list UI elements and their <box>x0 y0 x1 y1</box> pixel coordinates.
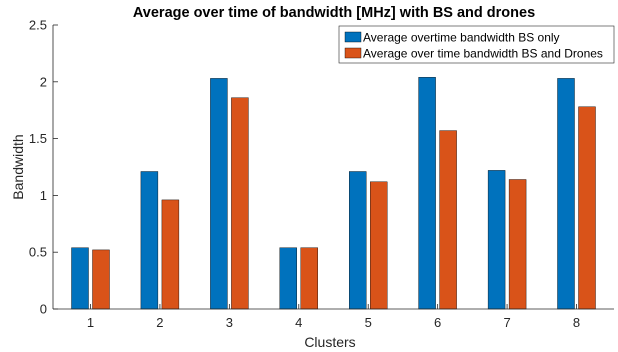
bar-series2-cluster7 <box>508 179 527 310</box>
bar-series2-cluster6 <box>439 130 457 310</box>
x-tick-label: 2 <box>156 315 163 330</box>
x-axis-label: Clusters <box>304 334 355 350</box>
x-tick-label: 3 <box>226 315 233 330</box>
y-tick-label: 0 <box>40 302 47 317</box>
axes-group <box>52 25 614 310</box>
bar-series2-cluster2 <box>161 199 180 310</box>
ticks-group: 0 0.5 1 1.5 2 2.5 1 2 3 4 5 6 7 8 <box>29 18 580 331</box>
legend-swatch-series1 <box>344 31 362 43</box>
legend-box <box>338 25 615 64</box>
bar-series1-cluster7 <box>487 170 506 310</box>
legend: Average overtime bandwidth BS only Averag… <box>338 25 615 64</box>
chart-title: Average over time of bandwidth [MHz] wit… <box>133 5 535 21</box>
y-axis-label: Bandwidth <box>10 134 26 199</box>
bar-series1-cluster1 <box>71 247 89 310</box>
x-tick-label: 7 <box>503 315 510 330</box>
x-tick-label: 8 <box>573 315 580 330</box>
x-tick-label: 4 <box>295 315 302 330</box>
y-tick-label: 1 <box>40 188 47 203</box>
x-tick-label: 6 <box>434 315 441 330</box>
bar-series2-cluster8 <box>578 106 596 310</box>
bar-series2-cluster3 <box>231 97 249 310</box>
bars-group <box>71 77 596 310</box>
bar-series2-cluster5 <box>370 181 388 310</box>
bar-series1-cluster8 <box>557 78 575 310</box>
bar-series1-cluster3 <box>210 78 228 310</box>
bar-series1-cluster5 <box>349 171 367 310</box>
plot-area <box>53 25 618 309</box>
legend-label-series2: Average over time bandwidth BS and Drone… <box>363 47 603 61</box>
legend-label-series1: Average overtime bandwidth BS only <box>363 31 560 45</box>
bar-series2-cluster4 <box>300 247 318 310</box>
bar-series1-cluster2 <box>140 171 159 310</box>
y-tick-label: 2.5 <box>29 18 47 33</box>
bar-series1-cluster4 <box>279 247 297 310</box>
x-tick-label: 1 <box>87 315 94 330</box>
y-tick-label: 2 <box>40 74 47 89</box>
legend-swatch-series2 <box>344 47 362 59</box>
y-tick-label: 1.5 <box>29 131 47 146</box>
bar-series2-cluster1 <box>92 249 110 310</box>
bar-series1-cluster6 <box>418 77 436 310</box>
x-tick-label: 5 <box>365 315 372 330</box>
y-tick-label: 0.5 <box>29 245 47 260</box>
